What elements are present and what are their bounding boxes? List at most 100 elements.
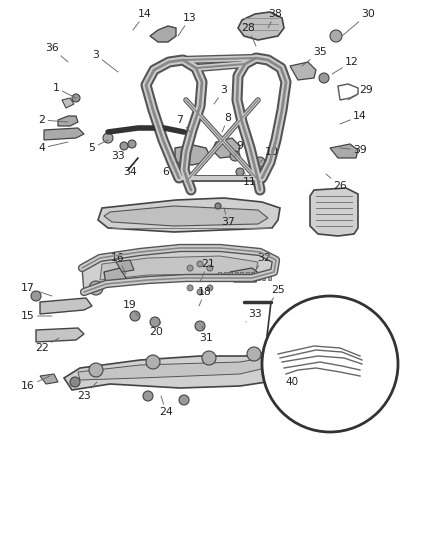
Polygon shape — [175, 145, 210, 165]
Text: 2: 2 — [39, 115, 68, 125]
Circle shape — [187, 265, 193, 271]
Text: 6: 6 — [162, 162, 174, 177]
Circle shape — [262, 296, 398, 432]
Polygon shape — [100, 256, 258, 280]
Text: 40: 40 — [286, 377, 299, 387]
Polygon shape — [290, 62, 316, 80]
Text: 10: 10 — [260, 147, 279, 162]
Polygon shape — [212, 138, 240, 158]
Text: 18: 18 — [198, 287, 212, 306]
Text: 3: 3 — [92, 50, 118, 72]
Polygon shape — [40, 298, 92, 314]
Circle shape — [247, 347, 261, 361]
Polygon shape — [64, 350, 298, 390]
Text: 1: 1 — [53, 83, 76, 98]
Circle shape — [335, 353, 345, 363]
Text: 29: 29 — [348, 85, 373, 100]
Polygon shape — [116, 260, 134, 272]
Polygon shape — [58, 116, 78, 126]
Text: 30: 30 — [342, 9, 375, 36]
Text: 3: 3 — [214, 85, 227, 104]
Circle shape — [120, 142, 128, 150]
Text: 26: 26 — [326, 174, 347, 191]
Circle shape — [351, 359, 361, 369]
Circle shape — [130, 311, 140, 321]
Text: 33: 33 — [111, 146, 130, 161]
Text: 22: 22 — [35, 338, 59, 353]
Circle shape — [319, 73, 329, 83]
Bar — [251, 272, 254, 280]
Polygon shape — [238, 12, 284, 40]
Bar — [235, 272, 238, 280]
Circle shape — [195, 321, 205, 331]
Bar — [246, 272, 249, 280]
Bar — [229, 272, 232, 280]
Text: 11: 11 — [243, 172, 257, 187]
Text: 39: 39 — [340, 145, 367, 155]
Circle shape — [230, 151, 240, 161]
Text: 16: 16 — [21, 376, 50, 391]
Text: 23: 23 — [77, 382, 97, 401]
Text: 13: 13 — [178, 13, 197, 36]
Circle shape — [31, 291, 41, 301]
Bar — [223, 272, 226, 280]
Text: 7: 7 — [177, 115, 190, 132]
Circle shape — [89, 363, 103, 377]
Circle shape — [313, 351, 323, 361]
Text: 4: 4 — [39, 142, 68, 153]
Bar — [268, 272, 271, 280]
Text: 38: 38 — [268, 9, 282, 28]
Bar — [218, 272, 221, 280]
Circle shape — [146, 355, 160, 369]
Bar — [257, 272, 260, 280]
Text: 12: 12 — [332, 57, 359, 74]
Text: 40: 40 — [295, 372, 309, 391]
Text: 15: 15 — [21, 311, 52, 321]
Circle shape — [179, 395, 189, 405]
Circle shape — [128, 140, 136, 148]
Text: 19: 19 — [123, 300, 138, 316]
Text: 17: 17 — [21, 283, 52, 296]
Text: 8: 8 — [222, 113, 231, 132]
Circle shape — [72, 94, 80, 102]
Text: 5: 5 — [88, 140, 108, 153]
Circle shape — [150, 317, 160, 327]
Polygon shape — [62, 98, 74, 108]
Circle shape — [255, 157, 265, 167]
Text: 37: 37 — [221, 208, 235, 227]
Bar — [240, 272, 243, 280]
Text: 31: 31 — [199, 326, 213, 343]
Polygon shape — [104, 206, 268, 226]
Polygon shape — [82, 248, 276, 292]
Circle shape — [197, 261, 203, 267]
Polygon shape — [150, 26, 176, 42]
Text: 34: 34 — [123, 162, 137, 177]
Text: 21: 21 — [200, 259, 215, 282]
Polygon shape — [230, 268, 260, 282]
Polygon shape — [330, 144, 358, 158]
Circle shape — [236, 168, 244, 176]
Circle shape — [143, 391, 153, 401]
Text: 36: 36 — [45, 43, 68, 62]
Text: 20: 20 — [149, 322, 163, 337]
Bar — [262, 272, 265, 280]
Text: 33: 33 — [246, 309, 262, 322]
Circle shape — [187, 285, 193, 291]
Polygon shape — [104, 268, 126, 284]
Text: 14: 14 — [340, 111, 367, 124]
Circle shape — [183, 275, 189, 281]
Text: 28: 28 — [241, 23, 256, 46]
Circle shape — [197, 289, 203, 295]
Polygon shape — [44, 128, 84, 140]
Circle shape — [211, 275, 217, 281]
Text: 16: 16 — [111, 253, 126, 274]
Polygon shape — [36, 328, 84, 342]
Circle shape — [295, 355, 305, 365]
Circle shape — [70, 377, 80, 387]
Polygon shape — [78, 356, 278, 380]
Circle shape — [89, 281, 103, 295]
Polygon shape — [98, 198, 280, 232]
Text: 24: 24 — [159, 396, 173, 417]
Text: 25: 25 — [271, 285, 285, 302]
Circle shape — [207, 285, 213, 291]
